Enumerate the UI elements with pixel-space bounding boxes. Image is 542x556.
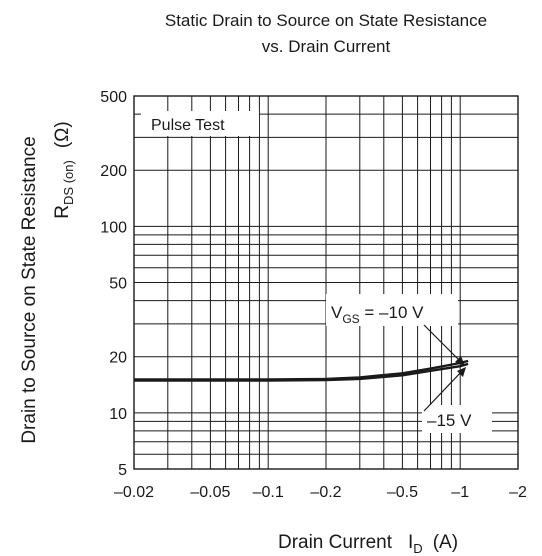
y-tick-label: 5	[118, 462, 127, 479]
condition-label-box: Pulse Test	[141, 111, 259, 136]
series-label-text: VGS = –10 V	[331, 303, 424, 326]
series-line-vgs-15	[134, 362, 469, 382]
x-axis-label: Drain Current ID (A)	[278, 532, 458, 556]
y-tick-label: 50	[109, 276, 127, 293]
series-arrow-vgs-15	[423, 369, 464, 412]
y-tick-label: 100	[100, 219, 127, 236]
x-tick-label: –0.1	[253, 484, 284, 501]
y-axis-label: Drain to Source on State Resistance	[19, 136, 40, 443]
condition-label-background	[141, 111, 259, 136]
series-label-vgs-10: VGS = –10 V	[326, 294, 458, 326]
series-label-vgs-15: –15 V	[422, 405, 492, 433]
series-arrowhead-vgs-10	[455, 356, 465, 366]
chart-subtitle: vs. Drain Current	[262, 37, 391, 56]
y-tick-label: 10	[109, 406, 127, 423]
y-tick-labels: 5 10 20 50 100 200 500	[100, 89, 127, 479]
condition-label: Pulse Test	[151, 117, 225, 134]
x-tick-label: –0.5	[387, 484, 418, 501]
x-tick-label: –0.02	[114, 484, 154, 501]
x-tick-label: –2	[509, 484, 527, 501]
y-tick-label: 500	[100, 89, 127, 106]
chart-title: Static Drain to Source on State Resistan…	[165, 11, 487, 30]
plot-curves	[134, 359, 469, 382]
plot-frame	[133, 95, 519, 470]
series-label-background	[326, 294, 458, 326]
x-tick-label: –1	[451, 484, 469, 501]
y-axis-symbol: RDS (on)(Ω)	[52, 121, 76, 218]
series-arrowhead-vgs-15	[457, 367, 466, 377]
y-tick-label: 200	[100, 163, 127, 180]
series-arrow-vgs-10	[423, 324, 463, 364]
y-tick-label: 20	[109, 350, 127, 367]
x-tick-label: –0.05	[190, 484, 230, 501]
x-tick-labels: –0.02 –0.05 –0.1 –0.2 –0.5 –1 –2	[114, 484, 527, 501]
series-label-background	[422, 405, 492, 433]
series-label-text: –15 V	[427, 411, 472, 430]
x-tick-label: –0.2	[310, 484, 341, 501]
